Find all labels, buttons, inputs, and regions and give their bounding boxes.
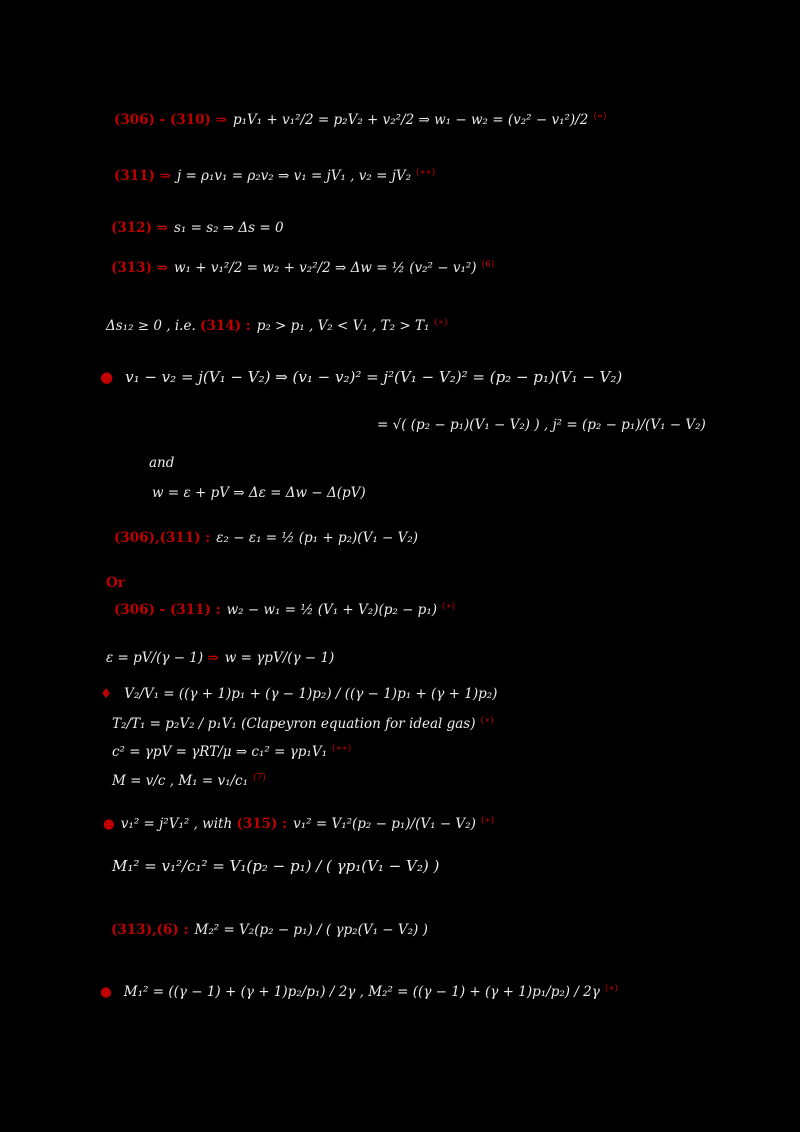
equation-line: T₂/T₁ = p₂V₂ / p₁V₁ (Clapeyron equation …: [100, 714, 494, 734]
bullet-marker: ●: [100, 984, 112, 1000]
equation-body: s₁ = s₂ ⇒ Δs = 0: [173, 220, 284, 236]
equation-body: M₂² = V₂(p₂ − p₁) / ( γp₂(V₁ − V₂) ): [194, 922, 428, 938]
equation-tail: (∗∗): [332, 743, 352, 754]
equation-body: ε₂ − ε₁ = ½ (p₁ + p₂)(V₁ − V₂): [216, 530, 419, 546]
equation-label: Or: [106, 575, 125, 591]
equation-tail: (∗): [604, 983, 618, 994]
equation-body: w₁ + v₁²/2 = w₂ + v₂²/2 ⇒ Δw = ½ (v₂² − …: [173, 260, 477, 276]
bullet-marker: ♦: [100, 686, 113, 702]
equation-label: (313),(6) :: [111, 922, 189, 938]
equation-label: ⇒: [207, 650, 219, 666]
equation-body: c² = γpV = γRT/μ ⇒ c₁² = γp₁V₁: [112, 744, 327, 760]
equation-label: (314) :: [200, 318, 251, 334]
equation-label: (306) - (310) ⇒: [114, 112, 227, 128]
equation-body: T₂/T₁ = p₂V₂ / p₁V₁ (Clapeyron equation …: [112, 716, 476, 732]
equation-pre: v₁² = j²V₁² , with: [120, 816, 237, 832]
equation-line: (313),(6) : M₂² = V₂(p₂ − p₁) / ( γp₂(V₁ …: [105, 920, 433, 940]
equation-body: p₁V₁ + v₁²/2 = p₂V₂ + v₂²/2 ⇒ w₁ − w₂ = …: [232, 112, 589, 128]
equation-body: and: [149, 455, 175, 471]
equation-label: (311) ⇒: [114, 168, 171, 184]
equation-label: (306) - (311) :: [114, 602, 221, 618]
equation-line: (306) - (311) : w₂ − w₁ = ½ (V₁ + V₂)(p₂ …: [108, 600, 455, 620]
equation-tail: (∗): [593, 111, 607, 122]
equation-line: ● v₁ − v₂ = j(V₁ − V₂) ⇒ (v₁ − v₂)² = j²(…: [100, 366, 627, 389]
equation-line: Or: [100, 573, 136, 593]
equation-tail: (∗): [480, 815, 495, 826]
equation-body: w = ε + pV ⇒ Δε = Δw − Δ(pV): [152, 485, 366, 501]
bullet-marker: ●: [100, 368, 114, 386]
equation-line: = √( (p₂ − p₁)(V₁ − V₂) ) , j² = (p₂ − p…: [365, 415, 711, 435]
equation-line: ● M₁² = ((γ − 1) + (γ + 1)p₂/p₁) / 2γ , M…: [100, 982, 618, 1002]
equation-body: M₁² = ((γ − 1) + (γ + 1)p₂/p₁) / 2γ , M₂…: [123, 984, 600, 1000]
equation-line: Δs₁₂ ≥ 0 , i.e. (314) : p₂ > p₁ , V₂ < V₁…: [100, 316, 448, 336]
equation-line: c² = γpV = γRT/μ ⇒ c₁² = γp₁V₁ (∗∗): [100, 742, 351, 762]
equation-line: (306),(311) : ε₂ − ε₁ = ½ (p₁ + p₂)(V₁ − …: [108, 528, 423, 548]
equation-line: (311) ⇒ j = ρ₁v₁ = ρ₂v₂ ⇒ v₁ = jV₁ , v₂ =…: [108, 166, 435, 186]
equation-body: = √( (p₂ − p₁)(V₁ − V₂) ) , j² = (p₂ − p…: [377, 417, 706, 433]
equation-label: (313) ⇒: [111, 260, 168, 276]
equation-line: M = v/c , M₁ = v₁/c₁ (7): [100, 771, 266, 791]
equation-label: (312) ⇒: [111, 220, 168, 236]
equation-pre: Δs₁₂ ≥ 0 , i.e.: [106, 318, 201, 334]
equation-line: w = ε + pV ⇒ Δε = Δw − Δ(pV): [140, 483, 371, 503]
equation-body: M = v/c , M₁ = v₁/c₁: [112, 773, 249, 789]
equation-line: M₁² = v₁²/c₁² = V₁(p₂ − p₁) / ( γp₁(V₁ −…: [100, 855, 444, 878]
equation-line: ● v₁² = j²V₁² , with (315) : v₁² = V₁²(p₂ …: [103, 814, 494, 834]
equation-body: p₂ > p₁ , V₂ < V₁ , T₂ > T₁: [256, 318, 430, 334]
equation-label: (315) :: [236, 816, 288, 832]
equation-tail: (6): [481, 259, 495, 270]
equation-line: ε = pV/(γ − 1) ⇒ w = γpV/(γ − 1): [100, 648, 339, 668]
equation-body: w₂ − w₁ = ½ (V₁ + V₂)(p₂ − p₁): [226, 602, 437, 618]
equation-line: (313) ⇒ w₁ + v₁²/2 = w₂ + v₂²/2 ⇒ Δw = ½ …: [105, 258, 494, 278]
equation-label: (306),(311) :: [114, 530, 211, 546]
equation-body: V₂/V₁ = ((γ + 1)p₁ + (γ − 1)p₂) / ((γ − …: [124, 686, 498, 702]
equation-body: j = ρ₁v₁ = ρ₂v₂ ⇒ v₁ = jV₁ , v₂ = jV₂: [176, 168, 412, 184]
equation-body: M₁² = v₁²/c₁² = V₁(p₂ − p₁) / ( γp₁(V₁ −…: [112, 857, 440, 875]
equation-line: ♦ V₂/V₁ = ((γ + 1)p₁ + (γ − 1)p₂) / ((γ −…: [100, 684, 502, 704]
equation-body: w = γpV/(γ − 1): [224, 650, 335, 666]
equation-tail: (∗∗): [416, 167, 436, 178]
equation-pre: ε = pV/(γ − 1): [106, 650, 208, 666]
equation-tail: (∗): [442, 601, 456, 612]
equation-tail: (∗): [480, 715, 494, 726]
equation-line: (306) - (310) ⇒ p₁V₁ + v₁²/2 = p₂V₂ + v₂²…: [108, 110, 606, 130]
equation-line: (312) ⇒ s₁ = s₂ ⇒ Δs = 0: [105, 218, 289, 238]
equation-tail: (7): [253, 772, 266, 783]
equation-line: and: [137, 453, 179, 473]
equation-body: v₁ − v₂ = j(V₁ − V₂) ⇒ (v₁ − v₂)² = j²(V…: [125, 368, 623, 386]
bullet-marker: ●: [103, 816, 115, 832]
equation-body: v₁² = V₁²(p₂ − p₁)/(V₁ − V₂): [293, 816, 476, 832]
equation-tail: (∗): [434, 317, 448, 328]
